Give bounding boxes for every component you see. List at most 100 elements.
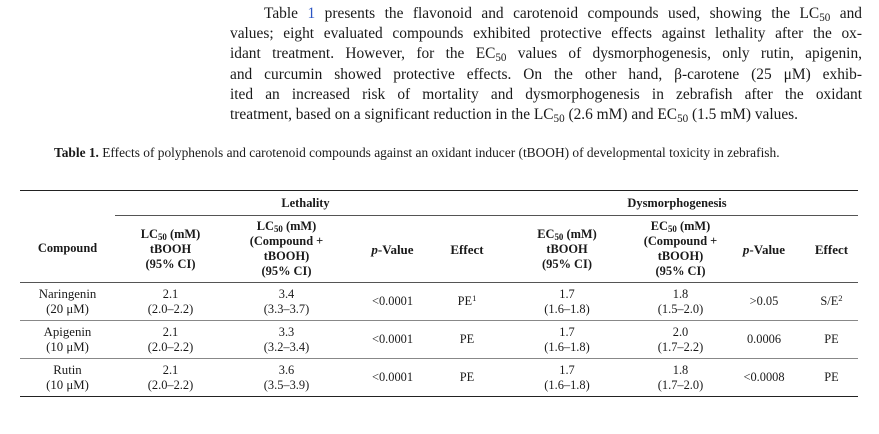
pvalue-cell: <0.0008	[723, 358, 805, 397]
hdr-text: EC	[650, 219, 668, 233]
ci: (3.2–3.4)	[263, 339, 310, 354]
lc50-tbooh-cell: 2.1 (2.0–2.2)	[115, 320, 226, 359]
value: 2.1	[162, 362, 179, 377]
hdr-text: (Compound +	[249, 234, 324, 248]
ec50-tbooh-cell: 1.7 (1.6–1.8)	[496, 320, 638, 359]
pvalue-cell: <0.0001	[347, 282, 438, 321]
ec50-tbooh-header: EC50 (mM) tBOOH (95% CI)	[496, 215, 638, 283]
lc50-compound-cell: 3.3 (3.2–3.4)	[226, 320, 347, 359]
ci: (1.6–1.8)	[544, 339, 590, 354]
ci: (3.3–3.7)	[263, 301, 310, 316]
pvalue-cell: <0.0001	[347, 358, 438, 397]
subscript: 50	[667, 224, 677, 235]
value: 3.4	[278, 286, 295, 301]
text-run: presents the flavonoid and carotenoid co…	[315, 5, 820, 22]
effect-value: PE	[824, 332, 839, 346]
paragraph-line-6: treatment, based on a significant reduct…	[230, 105, 862, 125]
ci: (2.0–2.2)	[147, 377, 194, 392]
hdr-text: (95% CI)	[145, 256, 196, 271]
effect-header-dysmorphogenesis: Effect	[805, 215, 858, 283]
ec50-tbooh-cell: 1.7 (1.6–1.8)	[496, 358, 638, 397]
hdr-text: tBOOH	[546, 241, 588, 256]
effect-cell: PE	[438, 320, 496, 359]
ec50-compound-cell: 1.8 (1.5–2.0)	[638, 282, 723, 321]
lc50-tbooh-cell: 2.1 (2.0–2.2)	[115, 358, 226, 397]
ci: (1.6–1.8)	[544, 301, 590, 316]
pvalue-header-dysmorphogenesis: p-Value	[723, 215, 805, 283]
column-header-row: Compound LC50 (mM) tBOOH (95% CI) LC50 (mM…	[20, 215, 858, 283]
value: 2.1	[162, 286, 179, 301]
ci: (3.5–3.9)	[263, 377, 310, 392]
subscript: 50	[553, 112, 565, 125]
ci: (1.5–2.0)	[657, 301, 704, 316]
ci: (1.7–2.2)	[657, 339, 704, 354]
dysmorphogenesis-group-header: Dysmorphogenesis	[496, 190, 858, 216]
compound-name: Rutin	[53, 362, 82, 377]
ec50-compound-cell: 1.8 (1.7–2.0)	[638, 358, 723, 397]
value: 3.6	[278, 362, 295, 377]
body-paragraph: Table 1 presents the flavonoid and carot…	[230, 4, 862, 125]
lethality-group-header: Lethality	[115, 190, 496, 216]
hdr-text: (95% CI)	[542, 256, 592, 271]
ci: (2.0–2.2)	[147, 301, 194, 316]
paragraph-line-4: and curcumin showed protective effects. …	[230, 65, 862, 83]
hdr-text: tBOOH)	[657, 249, 704, 263]
effect-cell: PE	[805, 320, 858, 359]
hdr-text: tBOOH)	[263, 249, 310, 263]
compound-dose: (10 μM)	[46, 339, 89, 354]
lc50-tbooh-header: LC50 (mM) tBOOH (95% CI)	[115, 215, 226, 283]
table-row: Rutin (10 μM) 2.1 (2.0–2.2) 3.6 (3.5–3.9) <…	[20, 358, 858, 397]
subscript: 50	[677, 112, 689, 125]
compound-dose: (20 μM)	[46, 301, 89, 316]
text-run: treatment, based on a significant reduct…	[230, 106, 554, 124]
hdr-text: (95% CI)	[655, 264, 706, 278]
results-table: Lethality Dysmorphogenesis Compound LC50…	[20, 190, 858, 397]
hdr-text: tBOOH	[149, 241, 192, 256]
table-row: Naringenin (20 μM) 2.1 (2.0–2.2) 3.4 (3.3–3…	[20, 282, 858, 321]
pvalue-cell: <0.0001	[347, 320, 438, 359]
pvalue-cell: >0.05	[723, 282, 805, 321]
hdr-text: LC	[140, 226, 158, 241]
subscript: 50	[819, 11, 831, 24]
paragraph-line-2: values; eight evaluated compounds exhibi…	[230, 25, 862, 43]
footnote-marker: 1	[472, 293, 477, 304]
value: 1.8	[672, 362, 689, 377]
paragraph-line-5: ited an increased risk of mortality and …	[230, 85, 862, 103]
paragraph-line-3: idant treatment. However, for the EC50 v…	[230, 44, 862, 64]
hdr-text: EC	[537, 226, 555, 241]
effect-header-lethality: Effect	[438, 215, 496, 283]
hdr-text: (Compound +	[643, 234, 718, 248]
text-run: and	[830, 5, 863, 22]
lc50-compound-cell: 3.4 (3.3–3.7)	[226, 282, 347, 321]
effect-value: PE	[459, 332, 475, 346]
compound-header: Compound	[20, 215, 115, 283]
table-row: Apigenin (10 μM) 2.1 (2.0–2.2) 3.3 (3.2–3.4…	[20, 320, 858, 359]
ec50-tbooh-cell: 1.7 (1.6–1.8)	[496, 282, 638, 321]
effect-value: S/E	[820, 294, 839, 308]
caption-text: Effects of polyphenols and carotenoid co…	[98, 145, 780, 160]
compound-cell: Naringenin (20 μM)	[20, 282, 115, 321]
subscript: 50	[273, 224, 283, 235]
pvalue-cell: 0.0006	[723, 320, 805, 359]
table-reference-link[interactable]: 1	[307, 5, 316, 22]
compound-name: Naringenin	[38, 286, 97, 301]
paragraph-line-1: Table 1 presents the flavonoid and carot…	[230, 4, 862, 24]
text-run: Table	[264, 5, 308, 22]
hdr-text: p	[742, 241, 750, 257]
value: 1.8	[672, 286, 689, 301]
hdr-text: (mM)	[166, 226, 201, 241]
lc50-tbooh-cell: 2.1 (2.0–2.2)	[115, 282, 226, 321]
ci: (1.6–1.8)	[544, 377, 590, 392]
compound-cell: Apigenin (10 μM)	[20, 320, 115, 359]
ec50-compound-cell: 2.0 (1.7–2.2)	[638, 320, 723, 359]
caption-label: Table 1.	[54, 145, 99, 160]
effect-cell: PE	[438, 358, 496, 397]
text-run: idant treatment. However, for the EC	[230, 45, 496, 63]
hdr-text: (mM)	[676, 219, 711, 233]
value: 1.7	[559, 286, 575, 301]
effect-value: PE	[824, 370, 839, 384]
text-run: (2.6 mM) and EC	[564, 106, 678, 124]
value: 2.0	[672, 324, 689, 339]
hdr-text: -Value	[377, 241, 414, 257]
ci: (1.7–2.0)	[657, 377, 704, 392]
